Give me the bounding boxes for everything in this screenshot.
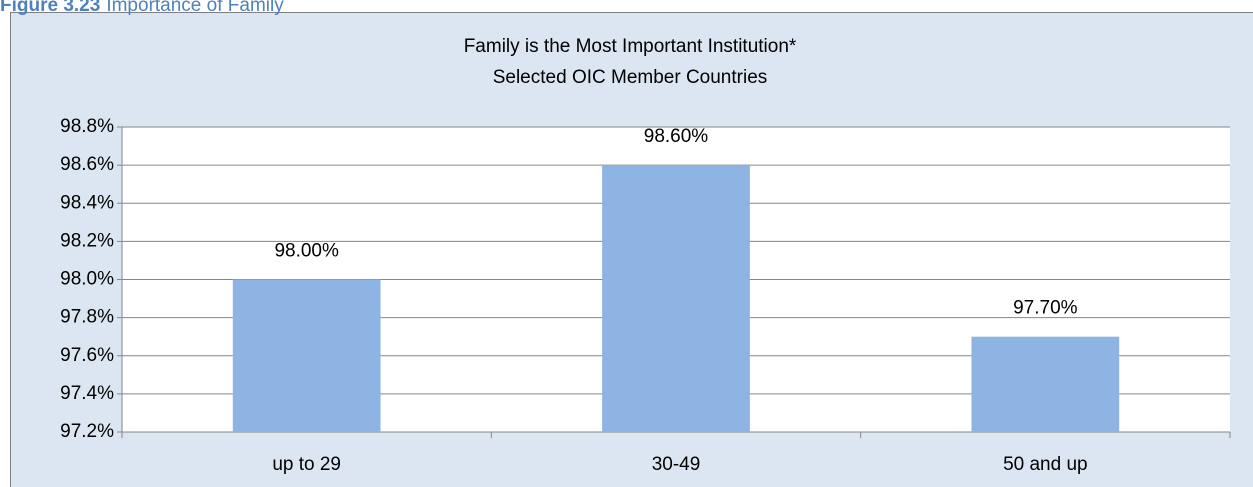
y-tick-label: 98.6% <box>60 154 114 175</box>
y-tick-label: 97.2% <box>60 421 114 442</box>
y-tick-label: 98.8% <box>60 116 114 137</box>
data-label: 97.70% <box>1013 298 1078 319</box>
y-tick-label: 97.8% <box>60 307 114 328</box>
figure-title: Importance of Family <box>106 0 284 16</box>
y-tick-label: 98.2% <box>60 230 114 251</box>
bar <box>232 279 381 432</box>
x-tick-label: up to 29 <box>272 454 341 475</box>
y-tick-label: 98.0% <box>60 269 114 290</box>
chart-title: Family is the Most Important Institution… <box>464 36 797 57</box>
data-label: 98.00% <box>274 241 339 262</box>
chart-subtitle: Selected OIC Member Countries <box>493 67 768 88</box>
data-label: 98.60% <box>644 126 709 147</box>
bar <box>971 336 1120 432</box>
figure-label: Figure 3.23 <box>0 0 100 16</box>
x-tick-label: 30-49 <box>652 454 701 475</box>
bar <box>602 165 750 432</box>
y-tick-label: 97.4% <box>60 383 114 404</box>
figure-caption: Figure 3.23 Importance of Family <box>0 0 284 16</box>
x-tick-label: 50 and up <box>1003 454 1088 475</box>
y-tick-label: 98.4% <box>60 192 114 213</box>
y-tick-label: 97.6% <box>60 345 114 366</box>
